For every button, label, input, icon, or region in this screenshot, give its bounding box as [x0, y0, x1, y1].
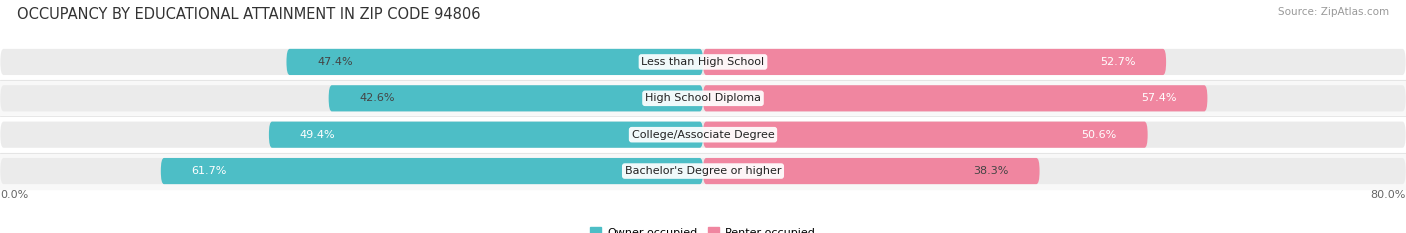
- Text: 49.4%: 49.4%: [299, 130, 335, 140]
- Text: 0.0%: 0.0%: [0, 190, 28, 200]
- Text: 52.7%: 52.7%: [1099, 57, 1135, 67]
- FancyBboxPatch shape: [703, 85, 1208, 111]
- Bar: [0, 80, 1406, 116]
- FancyBboxPatch shape: [269, 122, 703, 148]
- Legend: Owner-occupied, Renter-occupied: Owner-occupied, Renter-occupied: [586, 223, 820, 233]
- FancyBboxPatch shape: [703, 122, 1147, 148]
- FancyBboxPatch shape: [0, 122, 1406, 148]
- Bar: [0, 44, 1406, 80]
- Text: OCCUPANCY BY EDUCATIONAL ATTAINMENT IN ZIP CODE 94806: OCCUPANCY BY EDUCATIONAL ATTAINMENT IN Z…: [17, 7, 481, 22]
- Text: Bachelor's Degree or higher: Bachelor's Degree or higher: [624, 166, 782, 176]
- FancyBboxPatch shape: [703, 158, 1039, 184]
- FancyBboxPatch shape: [0, 49, 1406, 75]
- Text: Source: ZipAtlas.com: Source: ZipAtlas.com: [1278, 7, 1389, 17]
- Text: 47.4%: 47.4%: [318, 57, 353, 67]
- Text: 38.3%: 38.3%: [973, 166, 1010, 176]
- FancyBboxPatch shape: [0, 85, 1406, 111]
- Text: Less than High School: Less than High School: [641, 57, 765, 67]
- Text: College/Associate Degree: College/Associate Degree: [631, 130, 775, 140]
- Text: 57.4%: 57.4%: [1142, 93, 1177, 103]
- Bar: [0, 116, 1406, 153]
- FancyBboxPatch shape: [0, 158, 1406, 184]
- Text: High School Diploma: High School Diploma: [645, 93, 761, 103]
- FancyBboxPatch shape: [703, 49, 1166, 75]
- FancyBboxPatch shape: [160, 158, 703, 184]
- Text: 61.7%: 61.7%: [191, 166, 226, 176]
- FancyBboxPatch shape: [329, 85, 703, 111]
- Text: 42.6%: 42.6%: [360, 93, 395, 103]
- Text: 50.6%: 50.6%: [1081, 130, 1116, 140]
- Bar: [0, 153, 1406, 189]
- FancyBboxPatch shape: [287, 49, 703, 75]
- Text: 80.0%: 80.0%: [1371, 190, 1406, 200]
